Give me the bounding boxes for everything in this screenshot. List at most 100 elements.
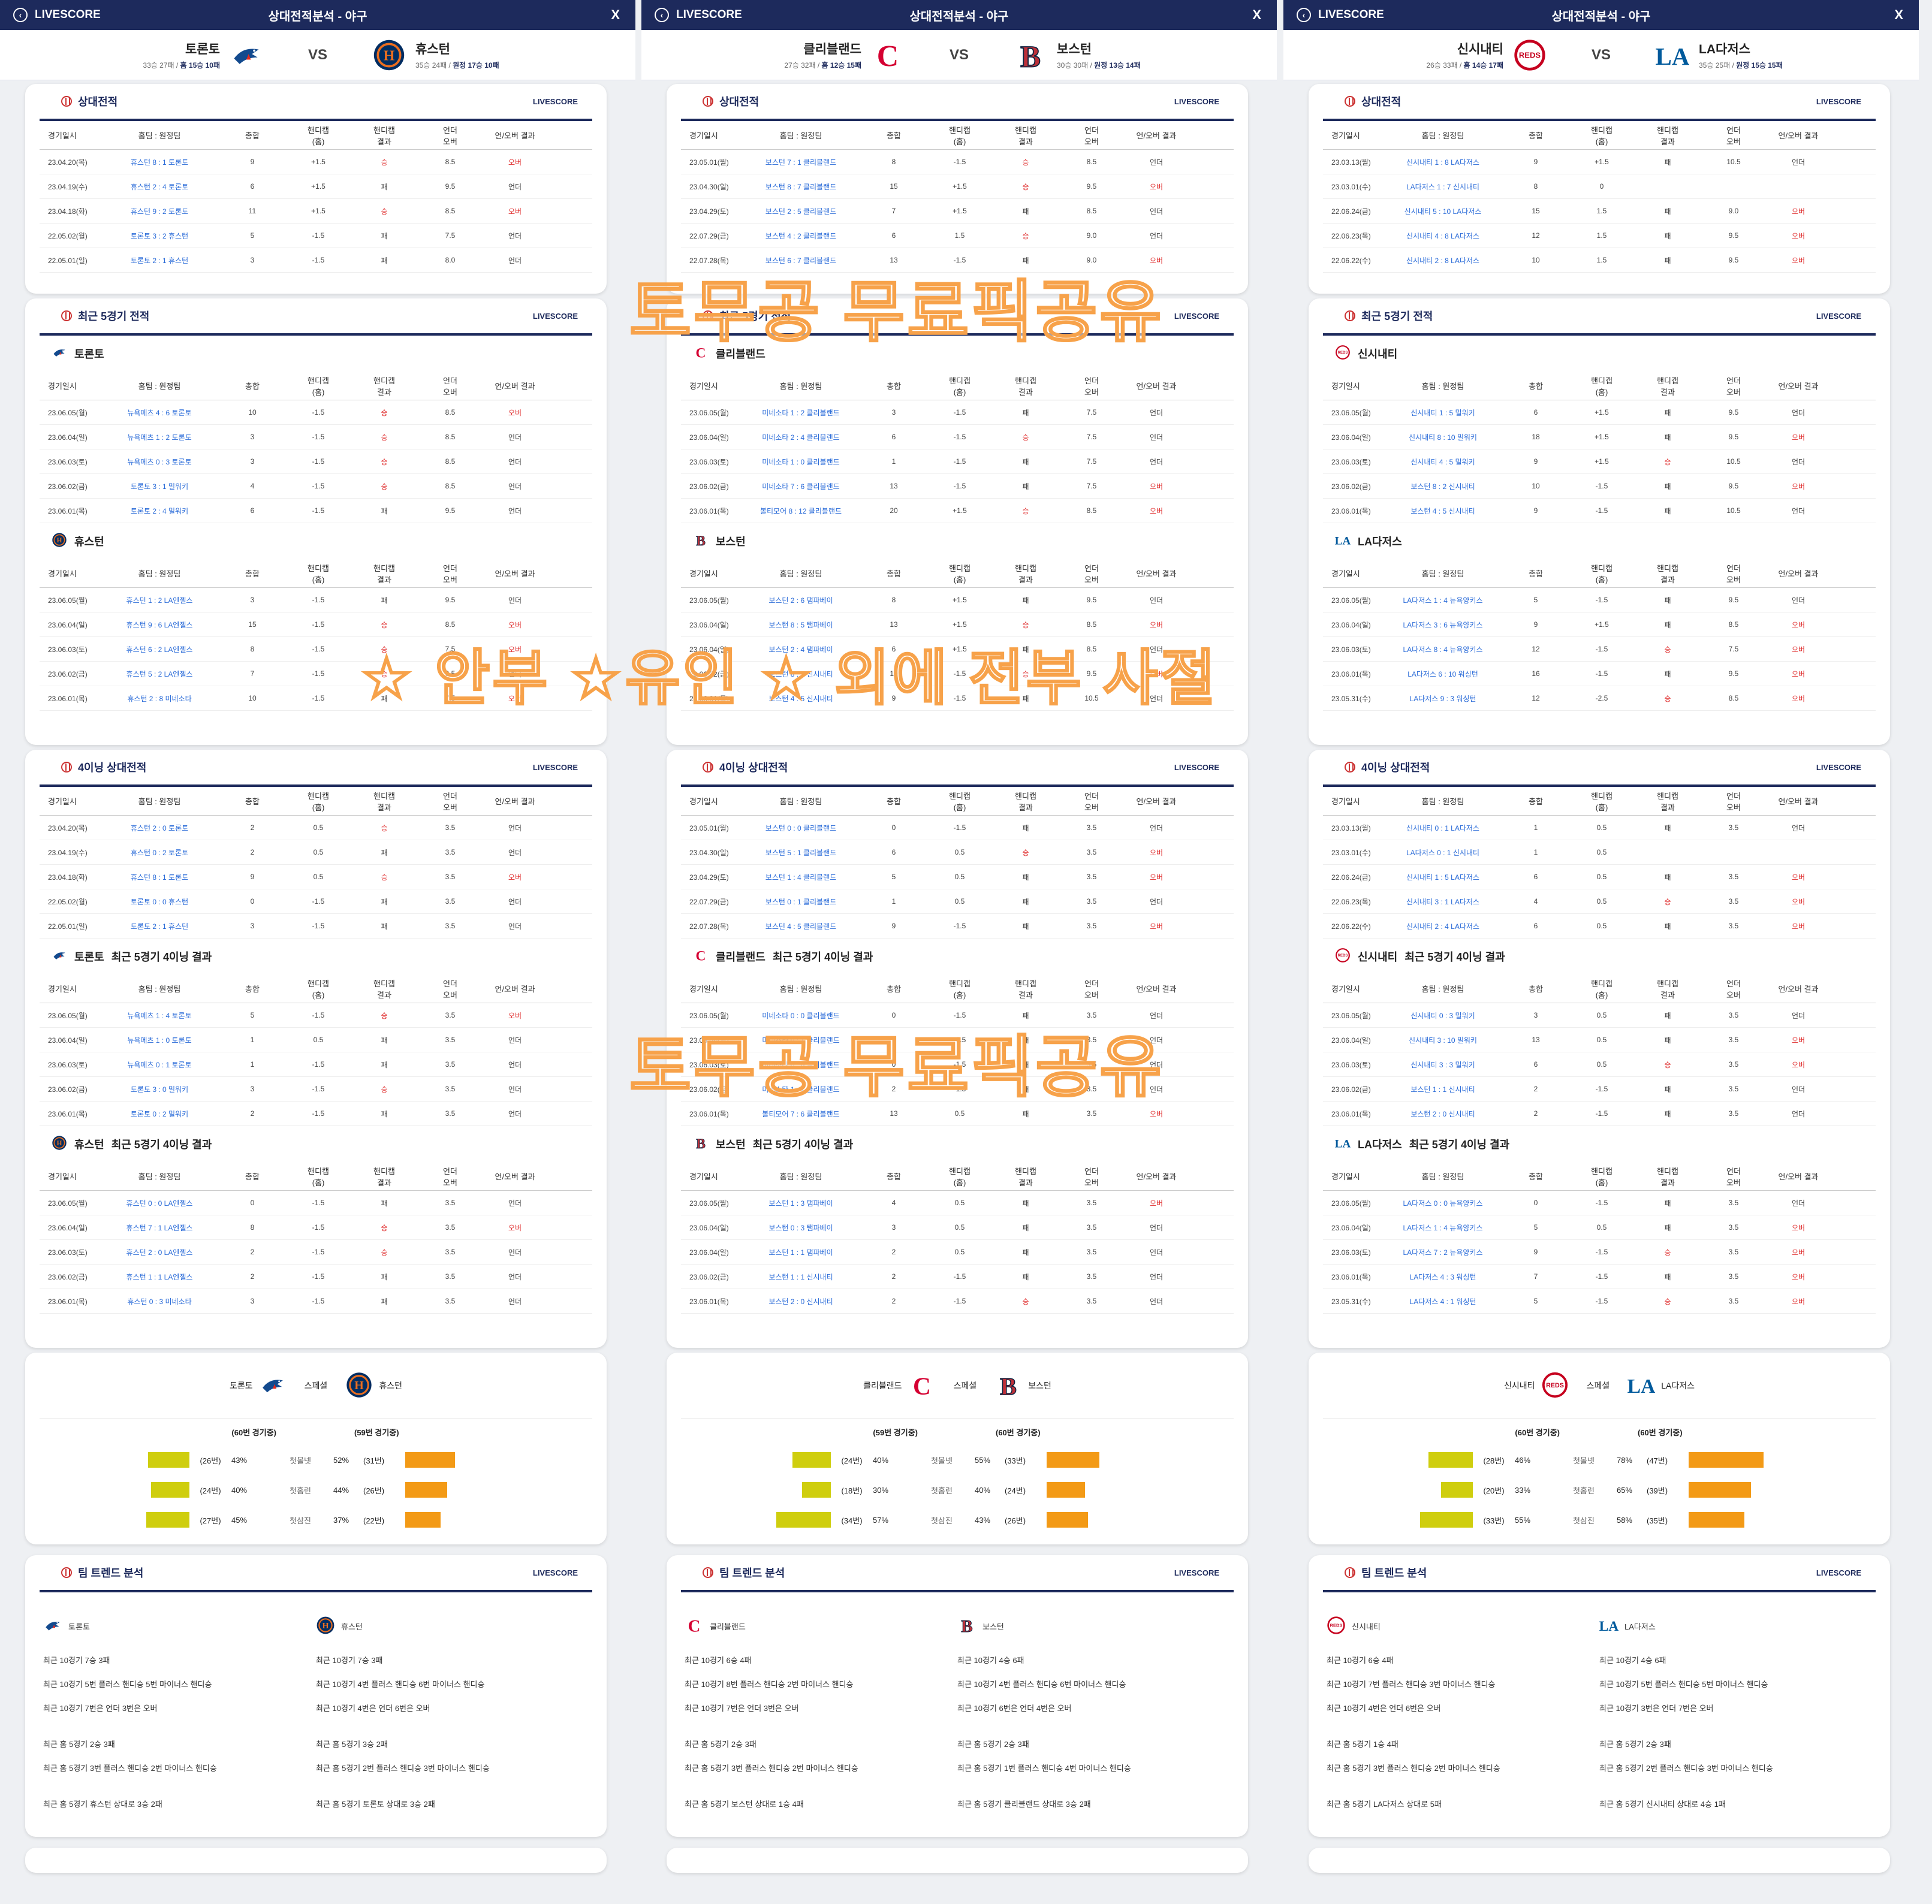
- cell-matchup[interactable]: 휴스턴 2 : 4 토론토: [130, 182, 189, 191]
- cell-matchup[interactable]: 휴스턴 1 : 1 LA엔젤스: [126, 1272, 193, 1281]
- cell-matchup[interactable]: 보스턴 2 : 0 신시내티: [768, 1297, 833, 1306]
- cell-matchup[interactable]: 신시내티 0 : 1 LA다저스: [1406, 823, 1479, 832]
- cell-matchup[interactable]: 보스턴 4 : 2 클리블랜드: [765, 231, 837, 240]
- cell-matchup[interactable]: 뉴욕메츠 0 : 3 토론토: [127, 457, 192, 466]
- cell-matchup[interactable]: 뉴욕메츠 1 : 0 토론토: [127, 1036, 192, 1045]
- cell-matchup[interactable]: 보스턴 2 : 6 탬파베이: [768, 596, 833, 605]
- cell-matchup[interactable]: 뉴욕메츠 4 : 6 토론토: [127, 408, 192, 417]
- cell-matchup[interactable]: 미네소타 0 : 1 클리블랜드: [762, 1036, 840, 1045]
- livescore-brand[interactable]: ‹ LIVESCORE: [1297, 8, 1384, 22]
- cell-matchup[interactable]: LA다저스 8 : 4 뉴욕양키스: [1403, 645, 1483, 654]
- cell-matchup[interactable]: 신시내티 1 : 5 밀워키: [1410, 408, 1475, 417]
- cell-matchup[interactable]: 토론토 3 : 0 밀워키: [130, 1085, 189, 1094]
- livescore-brand[interactable]: ‹ LIVESCORE: [655, 8, 742, 22]
- cell-matchup[interactable]: 휴스턴 0 : 0 LA엔젤스: [126, 1199, 193, 1208]
- cell-matchup[interactable]: 신시내티 5 : 10 LA다저스: [1404, 207, 1482, 216]
- cell-matchup[interactable]: 토론토 2 : 1 휴스턴: [130, 256, 189, 265]
- cell-matchup[interactable]: 보스턴 0 : 0 클리블랜드: [765, 823, 837, 832]
- cell-matchup[interactable]: 보스턴 0 : 3 탬파베이: [768, 1223, 833, 1232]
- cell-matchup[interactable]: 보스턴 6 : 7 클리블랜드: [765, 256, 837, 265]
- cell-matchup[interactable]: LA다저스 4 : 1 워싱턴: [1409, 1297, 1476, 1306]
- cell-matchup[interactable]: LA다저스 3 : 6 뉴욕양키스: [1403, 620, 1483, 629]
- cell-matchup[interactable]: LA다저스 1 : 4 뉴욕양키스: [1403, 1223, 1483, 1232]
- cell-matchup[interactable]: 뉴욕메츠 1 : 2 토론토: [127, 433, 192, 442]
- cell-matchup[interactable]: LA다저스 7 : 2 뉴욕양키스: [1403, 1248, 1483, 1257]
- cell-matchup[interactable]: 뉴욕메츠 1 : 4 토론토: [127, 1011, 192, 1020]
- cell-matchup[interactable]: 뉴욕메츠 0 : 1 토론토: [127, 1060, 192, 1069]
- cell-matchup[interactable]: 미네소타 7 : 6 클리블랜드: [762, 482, 840, 491]
- cell-matchup[interactable]: 토론토 0 : 2 밀워키: [130, 1109, 189, 1118]
- cell-matchup[interactable]: LA다저스 9 : 3 워싱턴: [1409, 694, 1476, 703]
- cell-matchup[interactable]: 보스턴 8 : 5 탬파베이: [768, 620, 833, 629]
- cell-matchup[interactable]: 신시내티 2 : 4 LA다저스: [1406, 922, 1479, 931]
- cell-matchup[interactable]: 미네소타 0 : 0 클리블랜드: [762, 1011, 840, 1020]
- cell-matchup[interactable]: 휴스턴 5 : 2 LA엔젤스: [126, 669, 193, 678]
- cell-matchup[interactable]: 휴스턴 2 : 0 LA엔젤스: [126, 1248, 193, 1257]
- cell-matchup[interactable]: 신시내티 8 : 10 밀워키: [1409, 433, 1477, 442]
- cell-matchup[interactable]: 보스턴 8 : 7 클리블랜드: [765, 182, 837, 191]
- cell-matchup[interactable]: 보스턴 8 : 2 신시내티: [1410, 482, 1475, 491]
- cell-matchup[interactable]: 보스턴 7 : 1 클리블랜드: [765, 158, 837, 167]
- cell-matchup[interactable]: 신시내티 4 : 8 LA다저스: [1406, 231, 1479, 240]
- cell-matchup[interactable]: 미네소타 1 : 2 클리블랜드: [762, 408, 840, 417]
- cell-matchup[interactable]: 보스턴 5 : 1 클리블랜드: [765, 848, 837, 857]
- cell-matchup[interactable]: 신시내티 0 : 3 밀워키: [1410, 1011, 1475, 1020]
- cell-matchup[interactable]: 휴스턴 1 : 2 LA엔젤스: [126, 596, 193, 605]
- cell-matchup[interactable]: 미네소타 1 : 0 클리블랜드: [762, 457, 840, 466]
- cell-matchup[interactable]: 토론토 3 : 2 휴스턴: [130, 231, 189, 240]
- back-icon[interactable]: ‹: [655, 8, 669, 22]
- cell-matchup[interactable]: 보스턴 4 : 5 신시내티: [768, 694, 833, 703]
- cell-matchup[interactable]: 토론토 0 : 0 휴스턴: [130, 897, 189, 906]
- cell-matchup[interactable]: LA다저스 1 : 7 신시내티: [1406, 182, 1479, 191]
- cell-matchup[interactable]: 보스턴 1 : 3 탬파베이: [768, 1199, 833, 1208]
- cell-matchup[interactable]: 휴스턴 7 : 1 LA엔젤스: [126, 1223, 193, 1232]
- cell-matchup[interactable]: 신시내티 3 : 3 밀워키: [1410, 1060, 1475, 1069]
- cell-matchup[interactable]: 휴스턴 9 : 6 LA엔젤스: [126, 620, 193, 629]
- cell-matchup[interactable]: 미네소타 0 : 0 클리블랜드: [762, 1060, 840, 1069]
- close-button[interactable]: X: [1894, 7, 1903, 22]
- svg-text:REDS: REDS: [1519, 50, 1541, 59]
- cell-matchup[interactable]: 신시내티 1 : 5 LA다저스: [1406, 873, 1479, 882]
- cell-matchup[interactable]: 보스턴 1 : 1 신시내티: [1410, 1085, 1475, 1094]
- cell-matchup[interactable]: LA다저스 1 : 4 뉴욕양키스: [1403, 596, 1483, 605]
- cell-matchup[interactable]: 토론토 3 : 1 밀워키: [130, 482, 189, 491]
- cell-matchup[interactable]: LA다저스 4 : 3 워싱턴: [1409, 1272, 1476, 1281]
- cell-matchup[interactable]: 보스턴 0 : 1 클리블랜드: [765, 897, 837, 906]
- close-button[interactable]: X: [1252, 7, 1261, 22]
- cell-matchup[interactable]: 보스턴 1 : 4 클리블랜드: [765, 873, 837, 882]
- cell-matchup[interactable]: 보스턴 2 : 4 탬파베이: [768, 645, 833, 654]
- cell-matchup[interactable]: 휴스턴 6 : 2 LA엔젤스: [126, 645, 193, 654]
- back-icon[interactable]: ‹: [13, 8, 28, 22]
- cell-matchup[interactable]: 토론토 2 : 4 밀워키: [130, 506, 189, 515]
- cell-matchup[interactable]: 휴스턴 2 : 0 토론토: [130, 823, 189, 832]
- cell-matchup[interactable]: 토론토 2 : 1 휴스턴: [130, 922, 189, 931]
- cell-matchup[interactable]: 휴스턴 2 : 8 미네소타: [127, 694, 192, 703]
- cell-matchup[interactable]: LA다저스 0 : 0 뉴욕양키스: [1403, 1199, 1483, 1208]
- cell-matchup[interactable]: 휴스턴 8 : 1 토론토: [130, 158, 189, 167]
- cell-matchup[interactable]: 보스턴 2 : 0 신시내티: [1410, 1109, 1475, 1118]
- cell-matchup[interactable]: LA다저스 0 : 1 신시내티: [1406, 848, 1479, 857]
- cell-matchup[interactable]: 보스턴 2 : 5 클리블랜드: [765, 207, 837, 216]
- cell-matchup[interactable]: 휴스턴 0 : 2 토론토: [130, 848, 189, 857]
- cell-matchup[interactable]: 휴스턴 9 : 2 토론토: [130, 207, 189, 216]
- livescore-brand[interactable]: ‹ LIVESCORE: [13, 8, 101, 22]
- cell-matchup[interactable]: 보스턴 1 : 1 탬파베이: [768, 1248, 833, 1257]
- cell-matchup[interactable]: LA다저스 6 : 10 워싱턴: [1407, 669, 1478, 678]
- cell-matchup[interactable]: 미네소타 1 : 1 클리블랜드: [762, 1085, 840, 1094]
- close-button[interactable]: X: [611, 7, 620, 22]
- cell-matchup[interactable]: 신시내티 3 : 1 LA다저스: [1406, 897, 1479, 906]
- cell-matchup[interactable]: 미네소타 2 : 4 클리블랜드: [762, 433, 840, 442]
- cell-matchup[interactable]: 보스턴 4 : 5 신시내티: [1410, 506, 1475, 515]
- cell-matchup[interactable]: 볼티모어 8 : 12 클리블랜드: [759, 506, 842, 515]
- cell-matchup[interactable]: 신시내티 1 : 8 LA다저스: [1406, 158, 1479, 167]
- cell-matchup[interactable]: 신시내티 4 : 5 밀워키: [1410, 457, 1475, 466]
- cell-matchup[interactable]: 보스턴 4 : 5 클리블랜드: [765, 922, 837, 931]
- cell-matchup[interactable]: 휴스턴 8 : 1 토론토: [130, 873, 189, 882]
- cell-matchup[interactable]: 신시내티 2 : 8 LA다저스: [1406, 256, 1479, 265]
- cell-matchup[interactable]: 보스턴 1 : 1 신시내티: [768, 1272, 833, 1281]
- cell-matchup[interactable]: 신시내티 3 : 10 밀워키: [1409, 1036, 1477, 1045]
- cell-matchup[interactable]: 휴스턴 0 : 3 미네소타: [127, 1297, 192, 1306]
- back-icon[interactable]: ‹: [1297, 8, 1311, 22]
- cell-matchup[interactable]: 보스턴 8 : 2 신시내티: [768, 669, 833, 678]
- cell-matchup[interactable]: 볼티모어 7 : 6 클리블랜드: [762, 1109, 840, 1118]
